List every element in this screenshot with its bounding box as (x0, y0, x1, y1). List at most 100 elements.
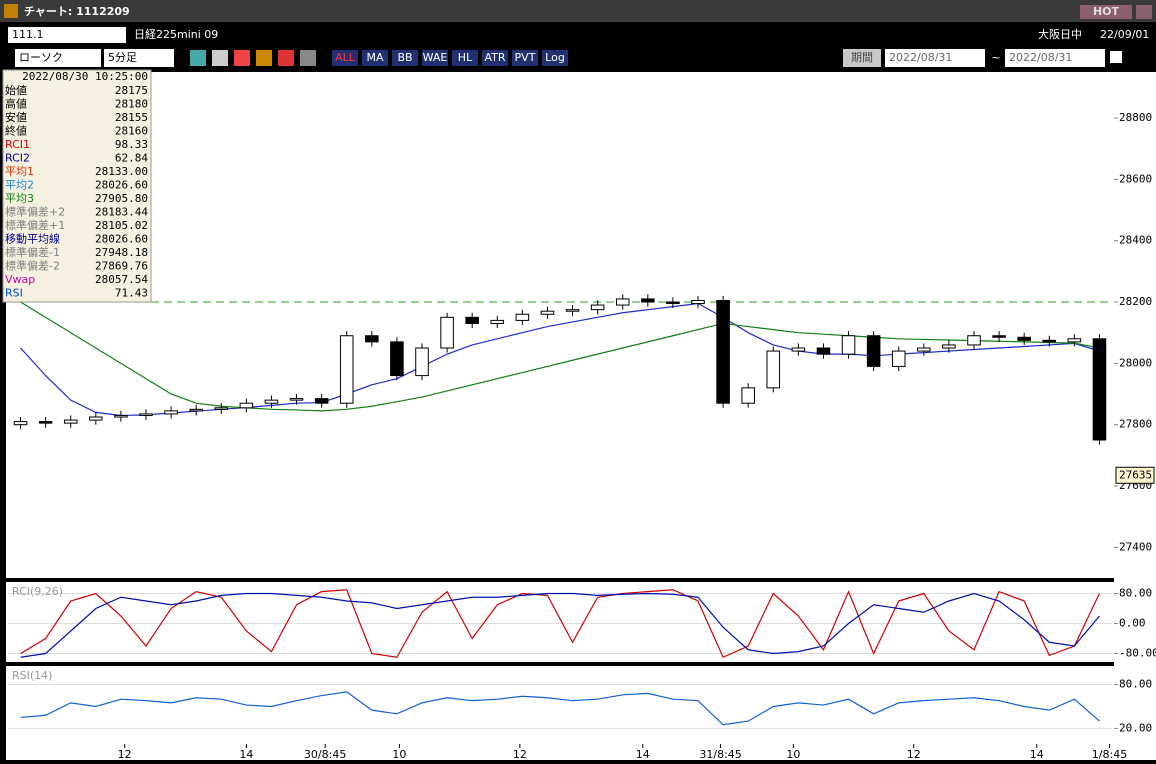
tool-icon[interactable] (234, 50, 250, 66)
time-axis (6, 744, 1156, 760)
candle-body (866, 335, 881, 367)
tool-icon[interactable] (278, 50, 294, 66)
series-line (20, 592, 1100, 658)
close-button[interactable] (1136, 5, 1152, 19)
x-tick-label: 14 (1030, 748, 1044, 760)
period-label: 期間 (851, 51, 873, 64)
candle-body (89, 416, 103, 421)
candle-body (615, 298, 630, 306)
tool-icon[interactable] (190, 50, 206, 66)
value-axis (1114, 72, 1156, 744)
y-tick-label: 80.00 (1119, 678, 1152, 691)
x-tick-label: 10 (786, 748, 800, 760)
candle-body (314, 398, 329, 404)
candle-body (339, 335, 354, 404)
x-tick-label: 12 (907, 748, 921, 760)
candle-body (214, 407, 229, 410)
info-panel: 2022/08/30 10:25:00 始値 28175 高値 28180 安値 2815… (2, 69, 152, 303)
hot-button[interactable] (1080, 5, 1132, 19)
x-tick-label: 31/8:45 (699, 748, 741, 760)
tool-icon[interactable] (300, 50, 316, 66)
info-label: 標準偏差-1 (5, 245, 60, 259)
info-value: 28026.60 (95, 233, 148, 246)
candle-body (1092, 338, 1107, 441)
y-tick-label: 20.00 (1119, 721, 1152, 734)
rsi-panel (6, 666, 1114, 744)
candle-body (440, 316, 454, 349)
info-value: 27905.80 (95, 192, 148, 205)
tool-icon[interactable] (332, 50, 358, 66)
x-tick-label: 12 (118, 748, 132, 760)
tool-icon[interactable] (362, 50, 388, 66)
hot-label: HOT (1093, 5, 1120, 18)
tool-icon[interactable] (422, 50, 448, 66)
y-tick-label: 27800 (1119, 418, 1152, 431)
range-tilde: ~ (991, 51, 1000, 64)
from-date[interactable] (885, 49, 985, 67)
x-tick-label: 10 (392, 748, 406, 760)
y-tick-label: 28200 (1119, 295, 1152, 308)
candle-body (189, 408, 203, 412)
panel-title: RCI(9,26) (12, 585, 63, 598)
x-tick-label: 14 (636, 748, 650, 760)
price-panel (6, 72, 1114, 578)
interval-select[interactable] (104, 49, 174, 67)
tool-icon[interactable] (512, 50, 538, 66)
candle-body (992, 335, 1006, 338)
chart-kind-select[interactable] (15, 49, 101, 67)
candle-body (515, 313, 530, 321)
code-value: 111.1 (12, 28, 44, 41)
candle-body (766, 350, 781, 389)
candle-body (114, 414, 128, 418)
last-price-box (1115, 466, 1155, 484)
tool-icon[interactable] (392, 50, 418, 66)
instrument-name: 日経225mini 09 (134, 28, 218, 41)
info-label: RCI1 (5, 138, 30, 151)
y-tick-label: 28600 (1119, 172, 1152, 185)
info-label: 移動平均線 (5, 232, 60, 246)
info-panel-bg (2, 69, 152, 303)
to-date-value: 2022/08/31 (1009, 51, 1072, 64)
info-value: 28057.54 (95, 273, 148, 286)
app-icon (4, 4, 18, 18)
candle-body (967, 335, 981, 346)
info-datetime: 2022/08/30 10:25:00 (22, 70, 148, 83)
tool-icon[interactable] (542, 50, 568, 66)
info-value: 28160 (115, 125, 148, 138)
candle-body (1042, 339, 1057, 343)
info-value: 28133.00 (95, 165, 148, 178)
info-label: 平均3 (5, 192, 34, 205)
info-value: 28175 (115, 84, 148, 97)
period-button[interactable] (843, 49, 881, 67)
candle-body (741, 387, 755, 404)
tool-icon[interactable] (482, 50, 508, 66)
code-input[interactable] (8, 27, 126, 43)
candle-body (590, 304, 605, 311)
to-date[interactable] (1005, 49, 1105, 67)
info-label: 安値 (5, 110, 27, 124)
info-label: 終値 (5, 124, 27, 138)
tool-icon-label: ALL (335, 51, 356, 64)
y-tick-label: 28000 (1119, 356, 1152, 369)
info-label: 平均2 (5, 179, 34, 192)
title-bar (0, 0, 1156, 22)
info-label: RCI2 (5, 152, 30, 165)
series-line (20, 301, 1100, 412)
info-value: 27948.18 (95, 246, 148, 259)
candle-body (565, 309, 580, 312)
tool-icon-label: ATR (484, 51, 505, 64)
candle-body (390, 341, 404, 377)
info-label: 標準偏差-2 (5, 259, 60, 273)
tool-icon[interactable] (452, 50, 478, 66)
window-title: チャート: 1112209 (24, 5, 130, 18)
tool-icon[interactable] (256, 50, 272, 66)
info-label: 平均1 (5, 165, 34, 178)
tool-icon[interactable] (212, 50, 228, 66)
candle-body (289, 398, 304, 401)
candle-body (1067, 338, 1082, 343)
checkbox[interactable] (1110, 51, 1122, 63)
series-line (20, 691, 1100, 726)
candle-body (365, 335, 379, 343)
chart-kind: ローソク (19, 51, 63, 64)
info-label: 高値 (5, 97, 27, 111)
